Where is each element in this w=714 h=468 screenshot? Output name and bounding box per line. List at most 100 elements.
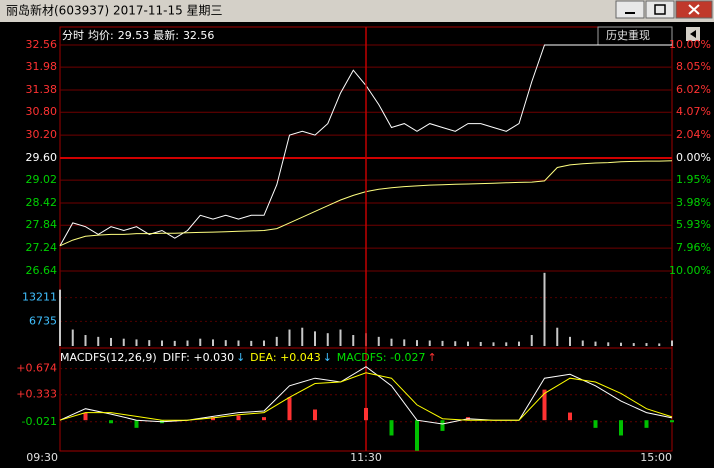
volume-bar <box>594 341 597 346</box>
volume-bar <box>416 340 418 346</box>
macd-bar <box>236 415 241 421</box>
series-line <box>59 366 673 425</box>
trend-arrow: ↑ <box>428 351 437 364</box>
y-tick-label: 29.02 <box>26 173 58 186</box>
macd-bar <box>593 420 598 428</box>
y-tick-label: 27.24 <box>26 241 58 254</box>
volume-bar <box>479 341 482 346</box>
macd-bar <box>134 420 139 428</box>
legend-label: DIFF: +0.030 <box>163 351 234 364</box>
legend-label: 均价: <box>88 29 114 42</box>
volume-bar <box>326 333 329 346</box>
y-tick-label: 28.42 <box>26 196 58 209</box>
y-tick-label: 29.60 <box>26 151 58 164</box>
y-tick-label: 27.84 <box>26 218 58 231</box>
volume-bar <box>671 340 673 346</box>
legend-label: DEA: +0.043 <box>250 351 321 364</box>
replay-label: 历史重现 <box>606 28 650 42</box>
macd-bar <box>313 409 317 421</box>
average-value: 29.53 <box>118 29 150 42</box>
volume-bar <box>275 336 278 346</box>
volume-bar <box>518 341 520 346</box>
trend-arrow: ↓ <box>236 351 245 364</box>
volume-bar <box>148 340 151 346</box>
macd-bar <box>644 420 649 428</box>
y-tick-label: +0.333 <box>16 388 57 401</box>
volume-bar <box>607 342 610 346</box>
volume-bar <box>658 343 661 346</box>
volume-bar <box>122 338 125 346</box>
legend-label: 分时 <box>62 29 84 42</box>
y2-tick-label: 6.02% <box>676 83 711 96</box>
macd-bar <box>211 417 215 421</box>
legend-label: MACDFS: -0.027 <box>337 351 426 364</box>
volume-bar <box>199 338 202 346</box>
volume-bar <box>441 340 444 346</box>
volume-bar <box>314 331 316 346</box>
volume-bar <box>403 339 406 346</box>
macd-bar <box>262 417 266 421</box>
macd-bar <box>415 420 419 451</box>
y-tick-label: +0.674 <box>16 362 57 375</box>
volume-bar <box>224 340 227 346</box>
y-tick-label: 31.38 <box>26 83 58 96</box>
y-tick-label: 32.56 <box>26 38 58 51</box>
volume-bar <box>212 339 214 346</box>
volume-bar <box>84 335 87 346</box>
title-bar <box>0 0 714 22</box>
volume-bar <box>250 340 253 346</box>
y-tick-label: 30.20 <box>26 128 58 141</box>
y2-tick-label: 4.07% <box>676 105 711 118</box>
volume-bar <box>428 340 431 346</box>
y2-tick-label: 0.00% <box>676 151 711 164</box>
volume-bar <box>173 340 176 346</box>
volume-bar <box>301 327 304 346</box>
x-tick-label: 11:30 <box>350 451 382 464</box>
volume-bar <box>492 342 495 346</box>
maximize-button[interactable] <box>645 0 675 19</box>
volume-bar <box>339 329 342 346</box>
y2-tick-label: 5.93% <box>676 218 711 231</box>
macd-bar <box>568 412 572 421</box>
y-tick-label: 26.64 <box>26 264 58 277</box>
indicator-title: MACDFS(12,26,9) <box>60 351 157 364</box>
y2-tick-label: 1.95% <box>676 173 711 186</box>
series-line <box>59 372 673 421</box>
macd-bar <box>287 397 292 421</box>
minimize-button[interactable] <box>615 0 645 19</box>
volume-bar <box>556 327 559 346</box>
volume-bar <box>186 340 189 346</box>
y2-tick-label: 10.00% <box>669 264 711 277</box>
volume-bar <box>135 339 138 346</box>
macd-bar <box>440 420 445 431</box>
close-icon <box>688 4 700 15</box>
volume-bar <box>569 336 571 346</box>
volume-bar <box>97 336 100 346</box>
x-tick-label: 15:00 <box>640 451 672 464</box>
macd-bar <box>670 420 674 423</box>
volume-bar <box>645 343 648 346</box>
legend-label: 最新: <box>153 28 179 42</box>
volume-bar <box>377 336 380 346</box>
volume-bar <box>581 340 584 346</box>
volume-bar <box>71 329 74 346</box>
volume-bar <box>505 342 508 346</box>
volume-bar <box>352 335 355 346</box>
y-tick-label: 13211 <box>22 291 57 304</box>
volume-bar <box>59 289 61 346</box>
macd-bar <box>83 412 88 421</box>
trend-arrow: ↓ <box>323 351 332 364</box>
volume-bar <box>632 343 635 346</box>
y-tick-label: -0.021 <box>22 415 57 428</box>
y2-tick-label: 10.00% <box>669 38 711 51</box>
macd-bar <box>389 420 394 436</box>
volume-bar <box>543 272 546 346</box>
maximize-icon <box>654 4 666 15</box>
volume-bar <box>620 342 622 346</box>
window-title: 丽岛新材(603937) 2017-11-15 星期三 <box>6 3 223 18</box>
x-tick-label: 09:30 <box>26 451 58 464</box>
macd-bar <box>364 407 368 421</box>
volume-bar <box>390 338 393 346</box>
macd-bar <box>619 420 623 436</box>
volume-bar <box>263 340 265 346</box>
